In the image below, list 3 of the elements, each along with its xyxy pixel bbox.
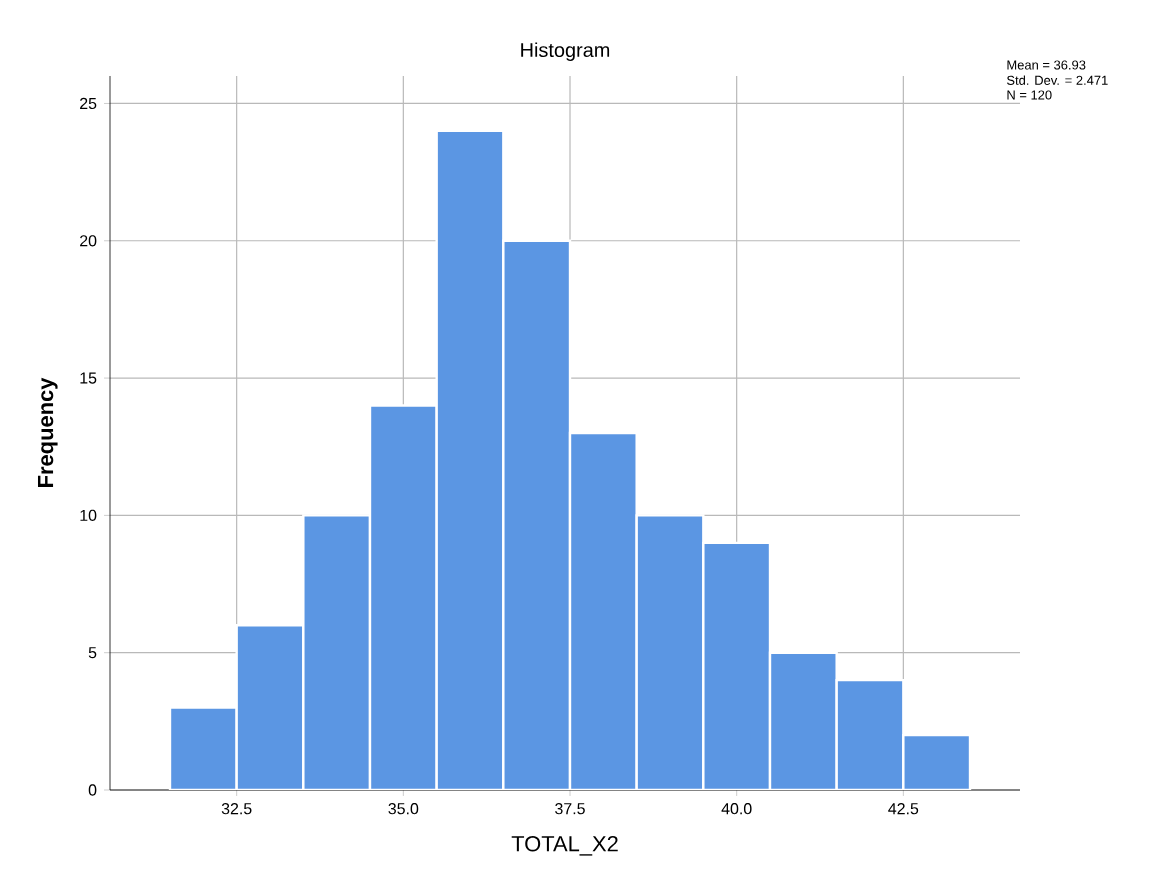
y-axis-title: Frequency — [37, 377, 58, 487]
x-axis-title: TOTAL_X2 — [511, 835, 618, 856]
chart-title: Histogram — [521, 42, 610, 61]
